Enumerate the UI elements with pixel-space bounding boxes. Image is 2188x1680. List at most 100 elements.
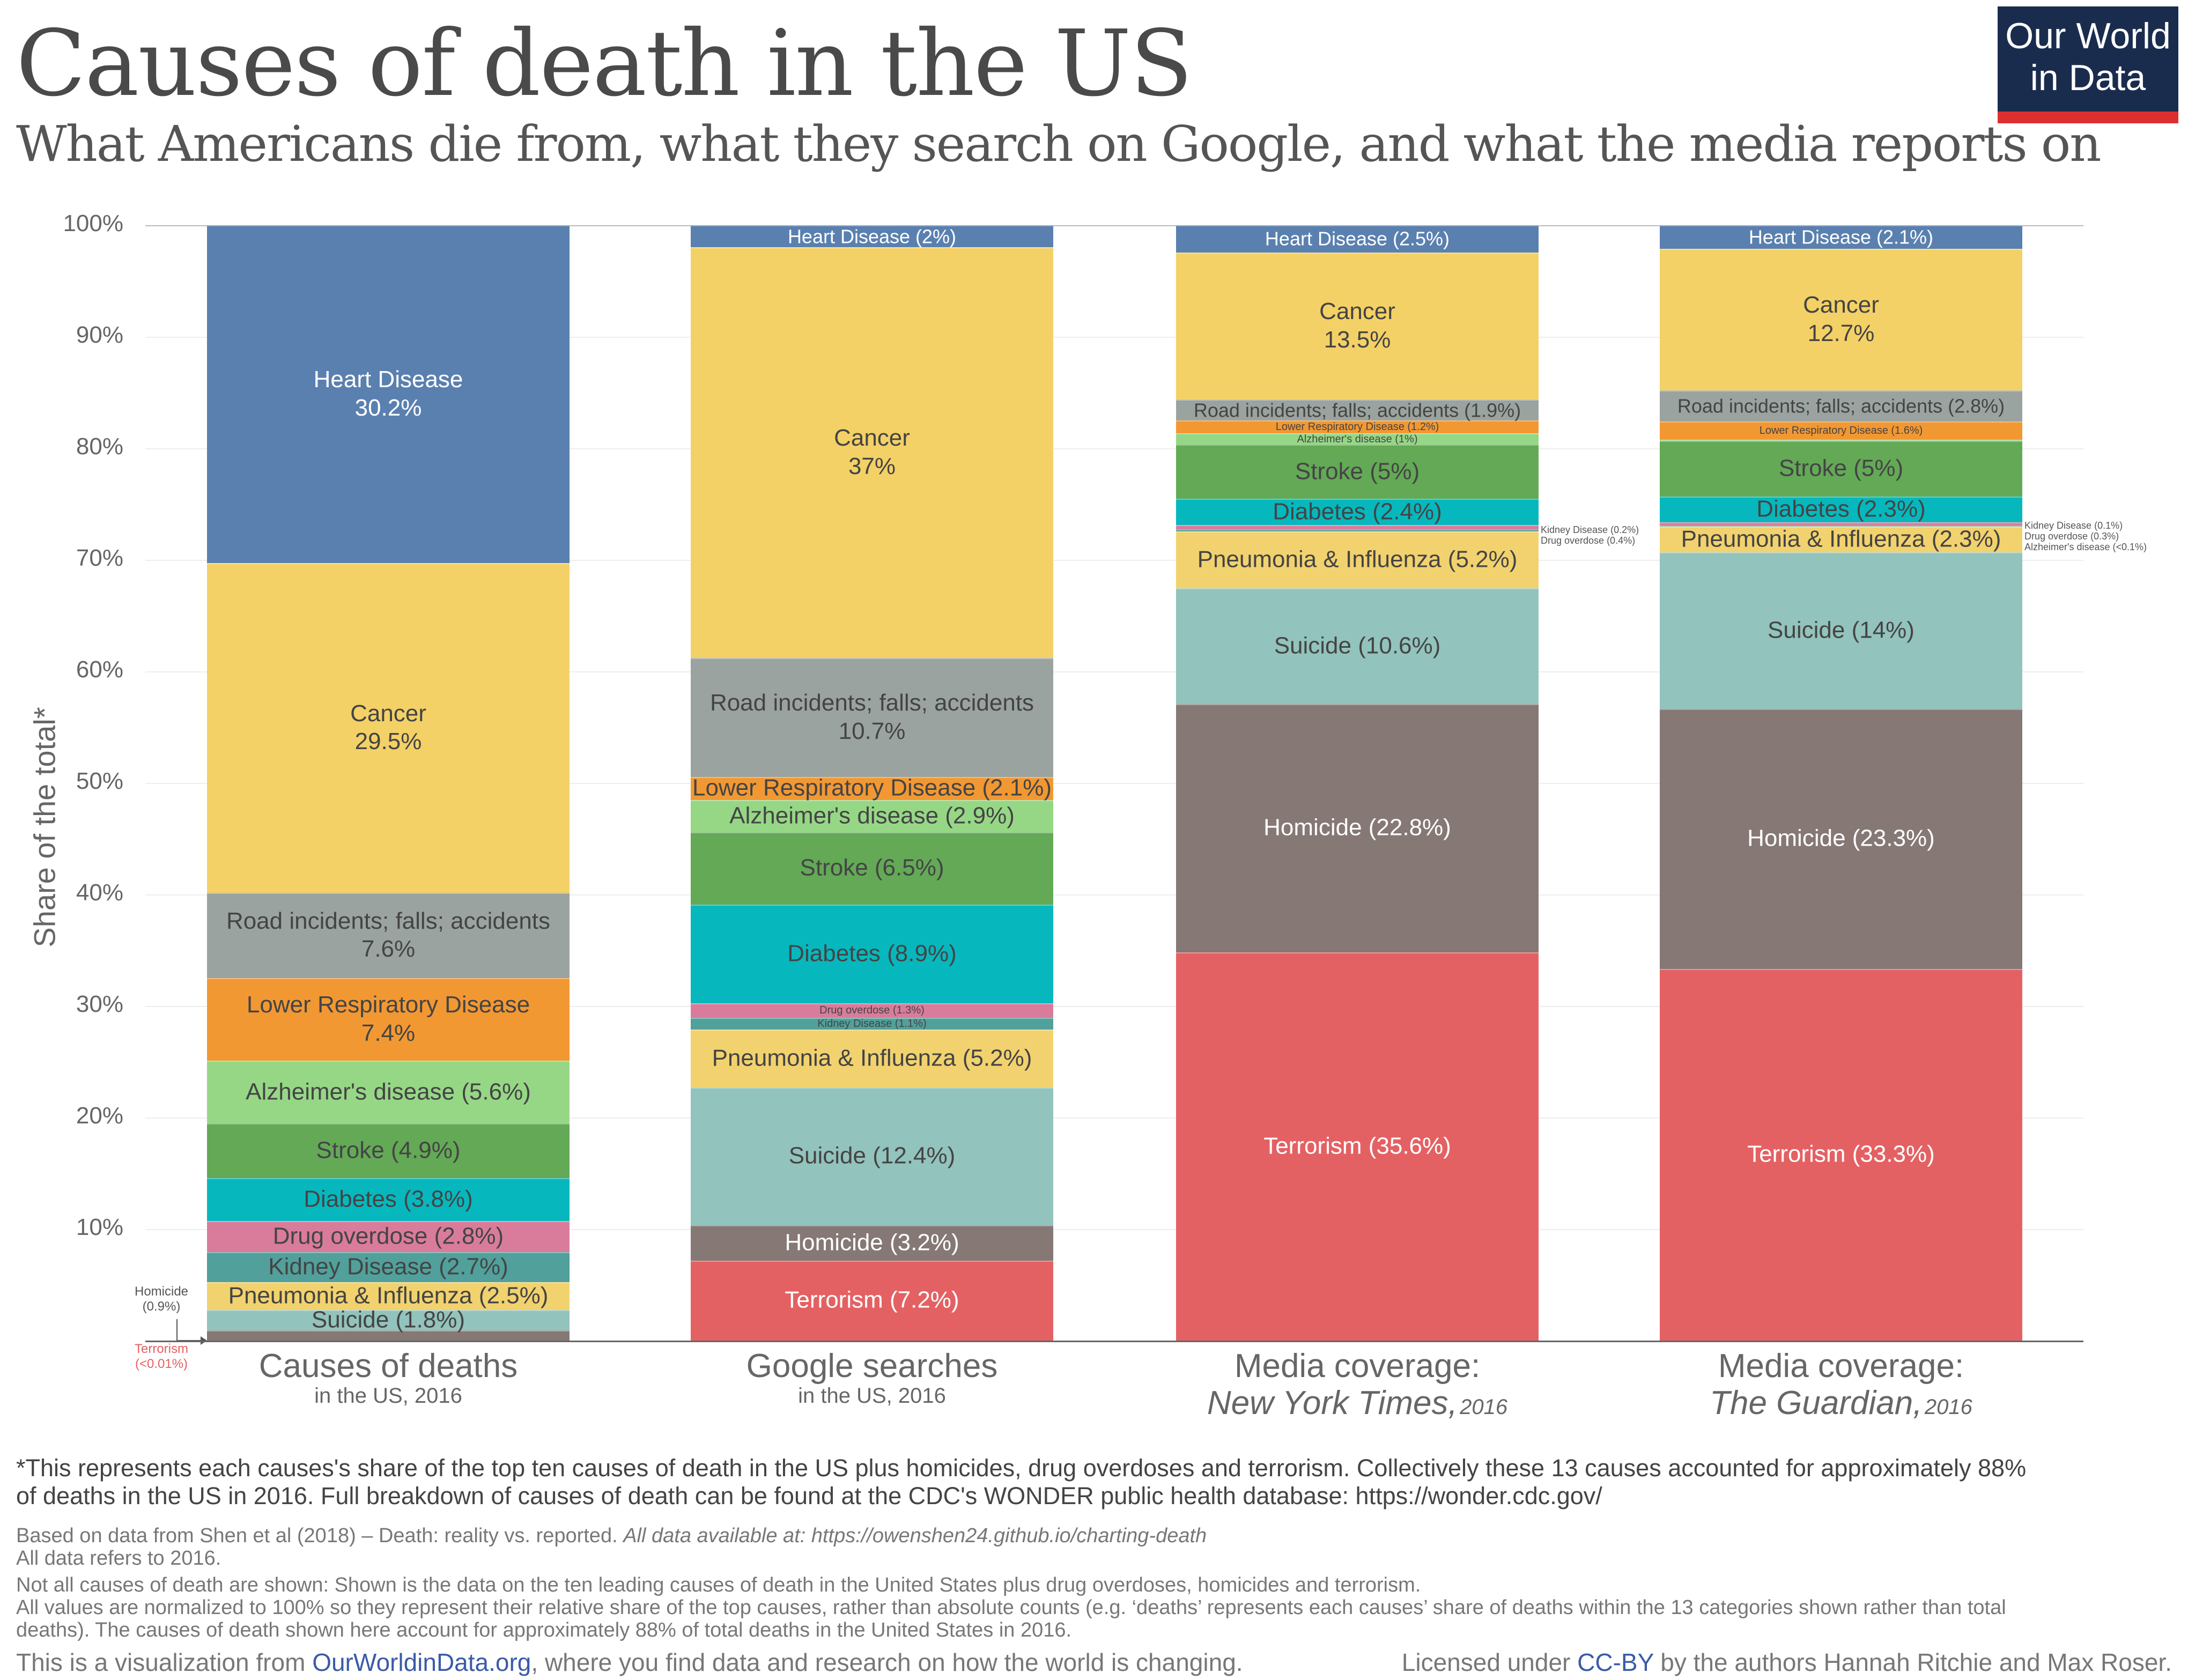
source-available[interactable]: All data available at: https://owenshen2… [623,1524,1207,1547]
segment-label: Terrorism (33.3%) [1747,1141,1935,1167]
bottom-right-license: Licensed under CC-BY by the authors Hann… [1402,1648,2172,1677]
bar-segment[interactable] [207,978,570,1061]
bar-segment[interactable] [207,1178,570,1221]
bar-segment[interactable] [1176,252,1539,400]
column-title-text: Google searches [746,1348,998,1385]
bar-segment[interactable] [1176,704,1539,953]
bar-segment[interactable] [207,563,570,893]
logo-line-2: in Data [2030,57,2146,98]
column-title: Causes of deaths in the US, 2016 [147,1349,630,1408]
bar-segment[interactable] [691,658,1053,777]
source-not-all: Not all causes of death are shown: Shown… [16,1574,1421,1596]
outside-segment-label: Alzheimer's disease (<0.1%) [2024,542,2147,553]
column-subtitle-year: 2016 [1460,1395,1508,1419]
segment-label: Diabetes (3.8%) [304,1186,473,1212]
bar-segment[interactable] [207,1310,570,1330]
segment-label: Cancer 13.5% [1319,298,1395,353]
bar-segment[interactable] [1176,420,1539,434]
bar-segment[interactable] [691,1260,1053,1341]
bar-segment[interactable] [691,247,1053,658]
credit-text: This is a visualization from [16,1648,313,1676]
bar-segment[interactable] [691,832,1053,905]
bar-segment[interactable] [207,1252,570,1283]
owid-link[interactable]: OurWorldinData.org [312,1648,531,1676]
bar-segment[interactable] [1660,248,2022,391]
segment-label: Cancer 29.5% [350,700,426,755]
bar-segment[interactable] [1660,708,2022,969]
bar-segment[interactable] [691,1030,1053,1088]
y-tick-label: 60% [76,656,123,683]
bar-segment[interactable] [1176,588,1539,704]
segment-label: Pneumonia & Influenza (2.3%) [1681,526,2001,552]
bar-segment[interactable] [691,1003,1053,1018]
bar-segment[interactable] [691,904,1053,1003]
bar-segment[interactable] [1176,399,1539,420]
bar-segment[interactable] [1660,968,2022,1341]
column-title-text: Causes of deaths [258,1348,518,1385]
bar-segment[interactable] [1660,225,2022,249]
bar-segment[interactable] [1660,527,2022,553]
gridline [145,560,2083,561]
bar-segment[interactable] [1176,433,1539,445]
segment-label: Suicide (14%) [1768,617,1914,643]
y-tick-label: 100% [63,210,123,236]
bar-segment[interactable] [1176,525,1539,530]
segment-label: Lower Respiratory Disease (1.6%) [1759,425,1923,437]
chart-title: Causes of death in the US [16,11,1193,117]
x-axis-line [145,1341,2083,1342]
y-tick-label: 30% [76,991,123,1017]
segment-label: Road incidents; falls; accidents (2.8%) [1677,395,2005,417]
bar-segment[interactable] [1660,526,2022,527]
bar-segment[interactable] [691,1017,1053,1030]
bar-segment[interactable] [1660,439,2022,441]
bar-segment[interactable] [1660,421,2022,440]
segment-label: Road incidents; falls; accidents 7.6% [226,907,551,963]
segment-label: Kidney Disease (2.7%) [268,1253,508,1280]
outside-segment-label: Terrorism (<0.01%) [135,1342,188,1371]
source-normalized-2: deaths). The causes of death shown here … [16,1619,1072,1641]
segment-label: Homicide (3.2%) [785,1229,959,1256]
segment-label: Homicide (22.8%) [1263,814,1451,841]
cc-by-link[interactable]: CC-BY [1577,1648,1654,1676]
segment-label: Heart Disease (2.1%) [1748,226,1934,248]
bar-segment[interactable] [1176,444,1539,499]
credit-text-end: , where you find data and research on ho… [531,1648,1243,1676]
segment-label: Suicide (1.8%) [311,1306,465,1333]
bar-segment[interactable] [1660,390,2022,422]
bar-segment[interactable] [691,800,1053,833]
bar-segment[interactable] [1176,225,1539,253]
bar-segment[interactable] [207,1220,570,1252]
bar-segment[interactable] [207,1282,570,1311]
column-subtitle-text: in the US, 2016 [314,1384,462,1408]
segment-label: Stroke (5%) [1778,455,1904,482]
column-subtitle-year: 2016 [1924,1395,1972,1419]
bar-segment[interactable] [691,776,1053,801]
bar-segment[interactable] [1660,440,2022,497]
license-text: Licensed under [1401,1648,1578,1676]
bar-segment[interactable] [207,1330,570,1341]
bottom-left-credit: This is a visualization from OurWorldinD… [16,1648,1243,1677]
gridline [145,783,2083,784]
bar-segment[interactable] [691,1225,1053,1261]
outside-segment-label: Kidney Disease (0.1%) [2024,520,2123,531]
bar-segment[interactable] [207,1061,570,1124]
gridline [145,1229,2083,1230]
bar-segment[interactable] [1660,522,2022,526]
column-title: Media coverage: The Guardian, 2016 [1600,1349,2082,1422]
bar-segment[interactable] [207,225,570,563]
owid-logo[interactable]: Our World in Data [1998,6,2178,123]
bar-segment[interactable] [1660,496,2022,522]
bar-segment[interactable] [1660,552,2022,709]
bar-segment[interactable] [1176,529,1539,532]
bar-segment[interactable] [691,1087,1053,1225]
bar-segment[interactable] [1176,531,1539,589]
bar-segment[interactable] [1176,952,1539,1341]
bar-segment[interactable] [207,1123,570,1179]
segment-label: Heart Disease (2%) [787,225,957,248]
bar-segment[interactable] [1176,499,1539,526]
bar-segment[interactable] [691,225,1053,248]
segment-label: Alzheimer's disease (2.9%) [729,802,1015,829]
logo-line-1: Our World [2005,16,2171,56]
source-refers: All data refers to 2016. [16,1547,221,1570]
bar-segment[interactable] [207,893,570,978]
